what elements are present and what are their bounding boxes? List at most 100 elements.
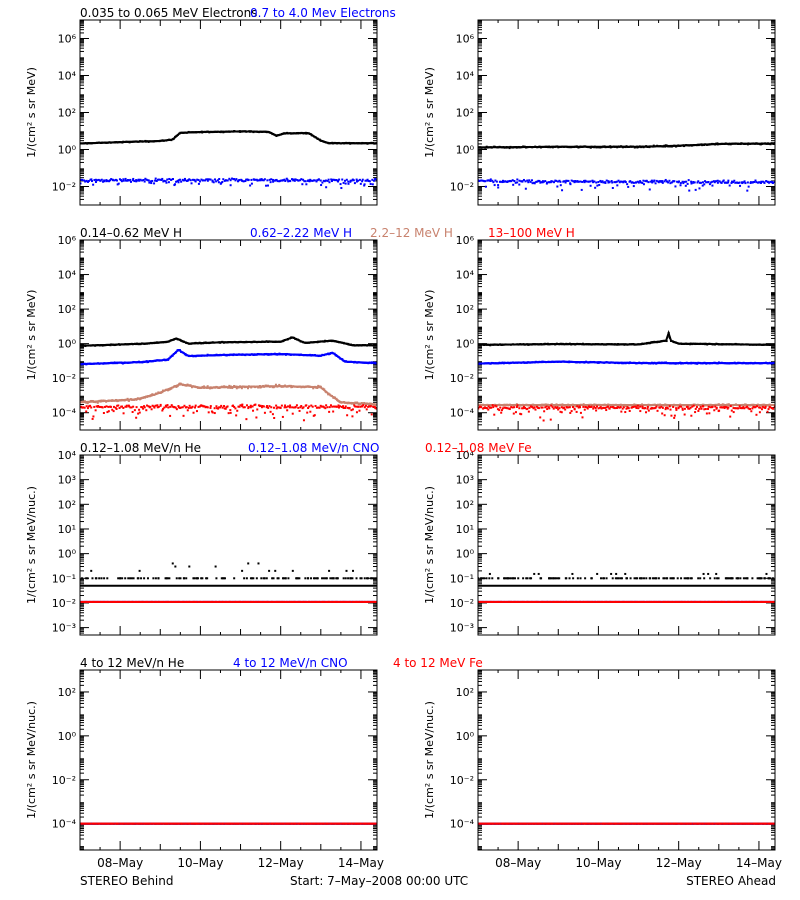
data-point <box>351 408 354 411</box>
data-point <box>636 404 639 407</box>
data-point <box>145 178 148 181</box>
data-point <box>754 406 757 409</box>
data-point <box>672 405 675 408</box>
data-point <box>171 405 174 408</box>
data-point <box>487 408 490 411</box>
data-point <box>189 179 192 182</box>
data-point <box>93 405 96 408</box>
data-point <box>593 180 596 183</box>
data-point <box>300 178 303 181</box>
data-point <box>117 182 120 185</box>
y-tick-label: 10⁶ <box>58 234 77 247</box>
data-point <box>302 419 305 422</box>
data-point <box>167 406 170 409</box>
data-point <box>550 404 553 407</box>
data-point <box>272 180 275 183</box>
data-point <box>342 577 345 580</box>
data-point <box>128 405 131 408</box>
data-point <box>155 180 158 183</box>
data-point <box>548 181 551 184</box>
data-point <box>594 186 597 189</box>
data-point <box>488 406 491 409</box>
data-point <box>767 408 770 411</box>
data-point <box>257 562 260 565</box>
data-point <box>207 178 210 181</box>
data-point <box>121 577 124 580</box>
data-point <box>245 178 248 181</box>
data-point <box>753 180 756 183</box>
data-point <box>185 406 188 409</box>
data-point <box>624 405 627 408</box>
y-tick-label: 10⁰ <box>58 144 77 157</box>
data-point <box>635 181 638 184</box>
data-point <box>233 384 236 387</box>
data-point <box>559 180 562 183</box>
data-point <box>739 184 742 187</box>
data-point <box>363 577 366 580</box>
data-point <box>646 405 649 408</box>
data-point <box>531 406 534 409</box>
data-point <box>268 405 271 408</box>
y-axis-label: 1/(cm² s sr MeV) <box>25 67 38 158</box>
data-point <box>344 179 347 182</box>
data-point <box>571 406 574 409</box>
data-point <box>493 413 496 416</box>
data-point <box>360 577 363 580</box>
data-point <box>328 569 331 572</box>
data-point <box>768 181 771 184</box>
data-point <box>100 577 103 580</box>
data-point <box>215 180 218 183</box>
data-point <box>169 414 172 417</box>
data-point <box>663 180 666 183</box>
data-point <box>282 179 285 182</box>
data-point <box>224 407 227 410</box>
data-point <box>292 406 295 409</box>
data-point <box>765 180 768 183</box>
data-point <box>742 406 745 409</box>
data-point <box>632 181 635 184</box>
data-point <box>502 180 505 183</box>
data-point <box>565 179 568 182</box>
data-point <box>604 181 607 184</box>
data-point <box>371 183 374 186</box>
data-point <box>90 178 93 181</box>
data-point <box>203 179 206 182</box>
data-point <box>607 181 610 184</box>
data-point <box>206 406 209 409</box>
data-point <box>602 181 605 184</box>
data-point <box>105 179 108 182</box>
data-point <box>492 406 495 409</box>
data-point <box>607 180 610 183</box>
data-point <box>142 178 145 181</box>
data-point <box>707 407 710 410</box>
data-point <box>292 178 295 181</box>
data-point <box>164 577 167 580</box>
data-point <box>276 577 279 580</box>
data-point <box>650 179 653 182</box>
data-point <box>110 600 113 603</box>
data-point <box>129 178 132 181</box>
data-point <box>170 178 173 181</box>
data-point <box>298 409 301 412</box>
data-point <box>694 188 697 191</box>
data-point <box>685 180 688 183</box>
data-point <box>580 188 583 191</box>
data-point <box>692 181 695 184</box>
data-point <box>97 178 100 181</box>
data-point <box>265 406 268 409</box>
data-point <box>490 406 493 409</box>
data-point <box>159 403 162 406</box>
data-point <box>293 179 296 182</box>
data-point <box>675 408 678 411</box>
data-point <box>371 178 374 181</box>
data-point <box>272 577 275 580</box>
data-point <box>221 181 224 184</box>
data-point <box>334 179 337 182</box>
data-point <box>543 410 546 413</box>
data-point <box>661 181 664 184</box>
data-point <box>141 600 144 603</box>
data-point <box>295 577 298 580</box>
data-point <box>133 180 136 183</box>
data-point <box>239 404 242 407</box>
data-point <box>119 577 122 580</box>
